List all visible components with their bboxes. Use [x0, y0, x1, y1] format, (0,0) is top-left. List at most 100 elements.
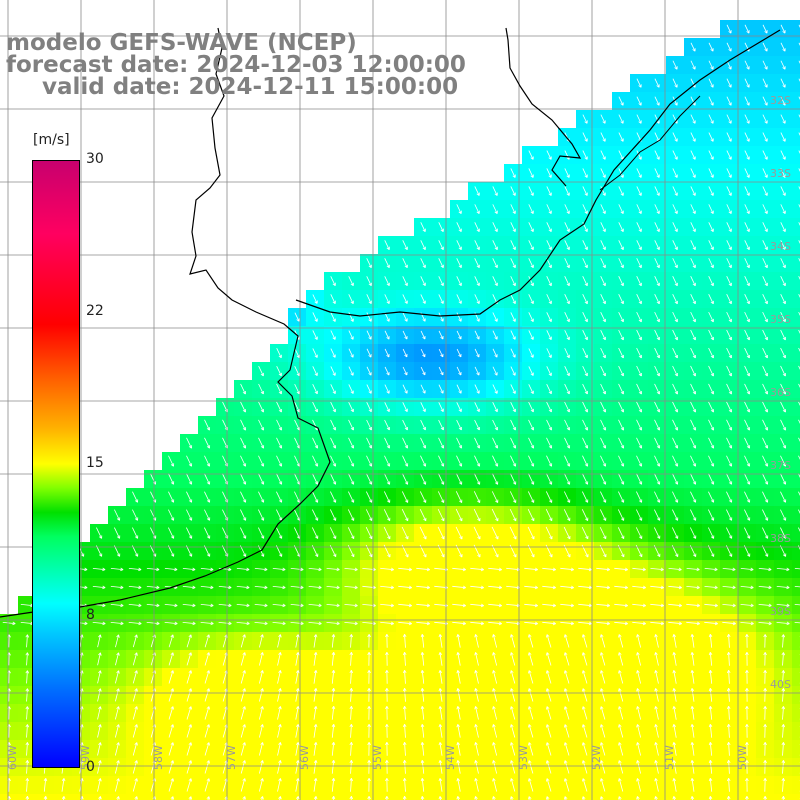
wind-arrowhead: [313, 724, 318, 728]
wind-arrowhead: [636, 742, 640, 746]
wind-arrow: [294, 473, 300, 485]
wind-arrow: [654, 455, 660, 467]
wind-arrow: [276, 455, 282, 467]
wind-arrow: [348, 455, 354, 467]
wind-arrow: [582, 168, 588, 178]
wind-arrow: [655, 724, 659, 738]
wind-arrowhead: [674, 228, 678, 232]
wind-arrow: [762, 222, 768, 232]
wind-arrowhead: [732, 621, 736, 626]
wind-arrowhead: [458, 481, 463, 485]
wind-arrowhead: [477, 499, 481, 503]
wind-arrowhead: [600, 670, 604, 674]
wind-arrow: [690, 365, 696, 377]
wind-arrow: [780, 186, 786, 196]
wind-arrow: [437, 491, 445, 503]
wind-arrow: [728, 724, 730, 738]
wind-arrowhead: [674, 210, 678, 214]
wind-arrow: [439, 634, 443, 648]
wind-arrowhead: [369, 553, 373, 558]
wind-arrow: [582, 240, 588, 250]
wind-arrowhead: [566, 481, 571, 485]
wind-arrowhead: [512, 445, 517, 449]
wind-arrowhead: [566, 282, 570, 287]
wind-arrow: [236, 567, 250, 571]
wind-arrow: [492, 240, 498, 250]
wind-arrow: [528, 455, 534, 467]
wind-arrowhead: [387, 517, 391, 522]
wind-arrow: [762, 240, 768, 250]
wind-arrow: [63, 796, 65, 800]
wind-arrowhead: [636, 724, 640, 728]
wind-arrow: [492, 276, 498, 286]
wind-arrow: [582, 419, 588, 431]
wind-arrow: [290, 585, 304, 589]
wind-arrow: [726, 401, 732, 413]
wind-arrow: [168, 509, 174, 521]
wind-arrow: [347, 509, 355, 521]
wind-arrow: [204, 724, 210, 738]
wind-arrow: [708, 168, 714, 178]
wind-arrowhead: [624, 585, 628, 590]
wind-arrow: [708, 204, 714, 214]
wind-arrow: [564, 222, 570, 232]
wind-arrowhead: [528, 778, 532, 782]
wind-arrow: [510, 688, 516, 702]
wind-arrow: [404, 724, 406, 738]
wind-arrowhead: [618, 652, 622, 656]
wind-arrowhead: [260, 796, 264, 800]
wind-arrow: [528, 724, 534, 738]
wind-arrowhead: [672, 652, 676, 656]
wind-arrow: [331, 652, 335, 666]
wind-arrowhead: [474, 742, 478, 746]
wind-arrow: [744, 329, 750, 341]
wind-arrow: [780, 527, 786, 539]
wind-arrowhead: [242, 670, 246, 674]
wind-arrowhead: [420, 706, 425, 710]
wind-arrowhead: [350, 354, 354, 358]
wind-arrowhead: [440, 408, 444, 412]
wind-arrowhead: [456, 724, 460, 728]
wind-arrowhead: [422, 390, 426, 394]
wind-arrow: [402, 348, 408, 358]
wind-arrow: [524, 603, 538, 607]
wind-arrowhead: [530, 282, 534, 287]
wind-arrowhead: [606, 567, 610, 572]
wind-arrowhead: [566, 372, 570, 377]
wind-arrow: [600, 437, 606, 449]
wind-arrowhead: [314, 499, 319, 503]
wind-arrowhead: [332, 445, 337, 449]
wind-arrowhead: [531, 499, 535, 503]
wind-arrow: [452, 585, 466, 589]
wind-arrow: [277, 778, 281, 792]
wind-arrow: [708, 240, 714, 250]
wind-arrowhead: [368, 390, 372, 394]
wind-cell: [108, 794, 127, 800]
wind-arrowhead: [282, 603, 286, 608]
wind-arrowhead: [584, 210, 588, 214]
wind-arrow: [366, 473, 372, 485]
wind-arrow: [295, 706, 299, 720]
wind-arrowhead: [764, 228, 768, 232]
wind-arrow: [546, 330, 552, 340]
wind-arrowhead: [584, 318, 588, 323]
wind-arrow: [542, 585, 556, 589]
wind-arrow: [672, 329, 678, 341]
wind-arrowhead: [349, 760, 354, 764]
wind-arrow: [686, 585, 700, 589]
wind-arrow: [673, 724, 677, 738]
wind-arrow: [744, 114, 750, 124]
wind-arrow: [726, 365, 732, 377]
wind-arrowhead: [638, 84, 642, 88]
wind-arrowhead: [764, 336, 768, 341]
wind-arrow: [780, 347, 786, 359]
wind-arrowhead: [782, 445, 787, 449]
wind-arrow: [236, 603, 250, 607]
wind-arrow: [313, 670, 317, 684]
wind-arrow: [402, 276, 408, 286]
wind-arrowhead: [726, 634, 731, 638]
wind-arrowhead: [548, 318, 552, 323]
wind-cell: [504, 794, 523, 800]
wind-arrowhead: [582, 796, 586, 800]
wind-arrowhead: [746, 481, 751, 485]
